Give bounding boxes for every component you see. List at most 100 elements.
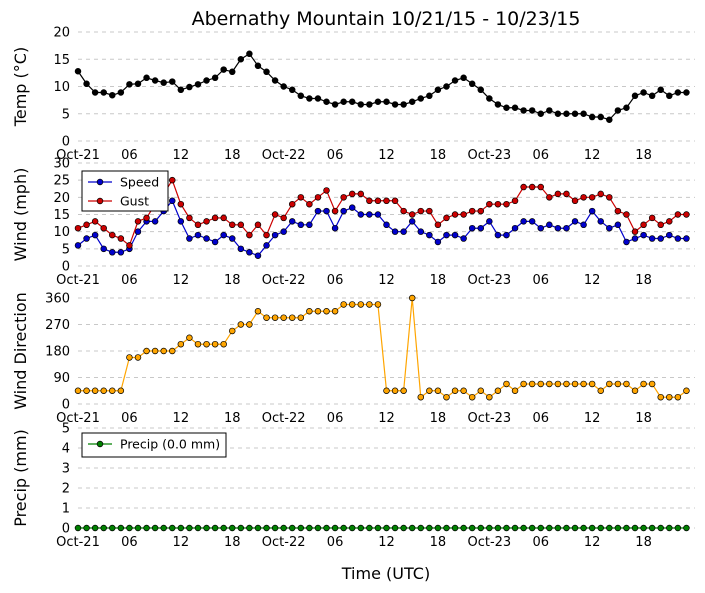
data-point (580, 221, 587, 229)
data-point (220, 340, 227, 348)
data-point (588, 113, 596, 121)
data-point (203, 218, 210, 225)
data-point (588, 380, 596, 388)
data-point (151, 524, 159, 532)
data-point (460, 74, 467, 82)
data-point (477, 524, 485, 532)
data-point (503, 231, 510, 239)
x-tick-label: Oct-23 (467, 148, 511, 163)
data-point (177, 524, 185, 532)
x-tick-label: 12 (378, 148, 395, 163)
x-tick-label: 06 (532, 411, 549, 426)
data-point (546, 194, 553, 201)
data-point (203, 524, 210, 532)
data-point (194, 524, 202, 532)
x-tick-label: 06 (532, 273, 549, 288)
data-point (674, 524, 682, 532)
data-point (306, 524, 313, 532)
data-point (571, 110, 579, 117)
data-point (211, 238, 219, 246)
x-tick-label: Oct-21 (56, 411, 100, 426)
data-point (597, 113, 604, 121)
data-point (426, 387, 433, 395)
data-point (451, 231, 459, 239)
x-axis-label: Time (UTC) (341, 564, 430, 583)
data-point (143, 524, 150, 532)
data-point (554, 224, 562, 232)
data-point (297, 314, 305, 321)
data-point (288, 218, 296, 225)
data-point (374, 211, 382, 218)
panel-1: 0 5 10 15 20 Oct-21 06 12 18 Oct-22 06 12 18 Oct-23 06… (11, 26, 695, 163)
data-point (237, 221, 245, 229)
data-point (486, 218, 493, 225)
data-point (408, 211, 416, 218)
data-point (503, 200, 510, 208)
data-point (237, 321, 245, 328)
data-point (451, 387, 459, 395)
data-point (177, 218, 185, 225)
data-point (563, 524, 570, 532)
y-tick-label: 30 (53, 157, 70, 172)
data-point (503, 104, 510, 112)
data-point (74, 224, 82, 232)
data-point (571, 197, 579, 205)
data-point (417, 393, 425, 401)
y-axis-label: Wind (mph) (11, 168, 30, 262)
y-tick-label: 0 (62, 522, 70, 537)
data-point (503, 524, 510, 532)
y-tick-label: 15 (53, 53, 70, 68)
legend-box (81, 432, 227, 458)
x-tick-label: 12 (173, 535, 190, 550)
data-point (160, 347, 167, 355)
data-point (554, 524, 562, 532)
x-tick-label: 12 (584, 411, 601, 426)
data-point (151, 77, 159, 84)
data-point (383, 98, 390, 106)
x-tick-label: 18 (224, 148, 241, 163)
x-tick-label: 18 (635, 411, 652, 426)
data-point (366, 101, 373, 108)
data-point (306, 95, 313, 102)
data-point (623, 524, 630, 532)
data-point (186, 83, 193, 91)
data-point (263, 314, 270, 321)
data-point (408, 98, 416, 106)
data-point (134, 228, 142, 235)
data-point (331, 224, 339, 232)
data-point (477, 224, 485, 232)
data-point (271, 211, 279, 218)
data-point (674, 211, 682, 218)
data-point (571, 524, 579, 532)
data-point (391, 387, 399, 395)
data-point (546, 221, 553, 229)
y-tick-label: 90 (53, 371, 70, 386)
data-point (340, 207, 347, 215)
data-point (648, 524, 656, 532)
data-point (109, 231, 116, 239)
data-point (640, 380, 647, 388)
data-point (374, 197, 382, 205)
data-point (511, 524, 519, 532)
y-tick-label: 5 (62, 422, 70, 437)
x-tick-label: 06 (327, 148, 344, 163)
data-point (597, 524, 604, 532)
data-point (391, 228, 399, 235)
data-point (666, 524, 673, 532)
data-point (683, 524, 690, 532)
x-tick-label: Oct-23 (467, 411, 511, 426)
data-point (434, 387, 442, 395)
x-tick-label: Oct-22 (262, 535, 306, 550)
data-point (477, 207, 485, 215)
data-point (477, 387, 485, 395)
data-point (426, 92, 433, 100)
data-point (100, 524, 107, 532)
data-point (366, 211, 373, 218)
data-point (546, 524, 553, 532)
data-point (288, 86, 296, 94)
x-tick-label: Oct-23 (467, 273, 511, 288)
x-tick-label: 18 (635, 273, 652, 288)
data-point (537, 380, 544, 388)
y-tick-label: 20 (53, 26, 70, 41)
x-tick-label: 06 (121, 273, 138, 288)
